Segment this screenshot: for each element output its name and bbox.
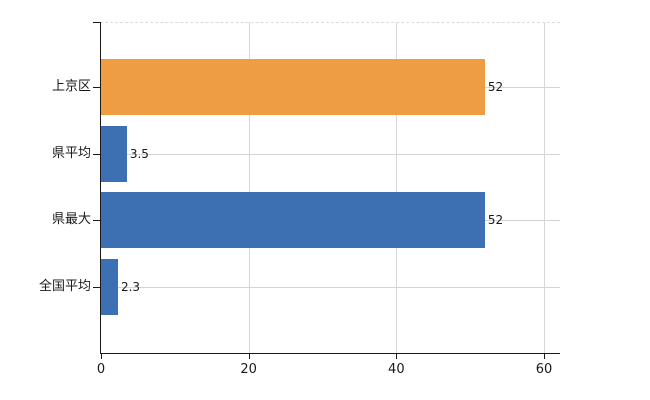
bar-3: [101, 258, 118, 315]
y-axis-line: [100, 22, 101, 354]
x-tick-label: 40: [388, 362, 405, 377]
category-label: 上京区: [51, 79, 91, 94]
bar-1: [101, 125, 127, 182]
x-axis-tick: [543, 354, 545, 359]
x-tick-label: 0: [96, 362, 106, 377]
gridline-vertical: [248, 22, 250, 353]
category-tick: [93, 286, 100, 288]
x-axis-tick: [248, 354, 250, 359]
y-axis-top-tick: [93, 22, 100, 23]
bar-0: [101, 59, 485, 115]
bar-value-label: 3.5: [129, 146, 149, 161]
x-axis-line: [100, 353, 560, 354]
gridline-vertical: [396, 22, 398, 353]
x-axis-tick: [101, 354, 102, 359]
bar-2: [101, 192, 485, 248]
x-tick-label: 20: [240, 362, 257, 377]
category-label: 県最大: [51, 212, 91, 227]
x-tick-label: 60: [535, 362, 553, 377]
bar-value-label: 52: [487, 80, 504, 94]
bar-value-label: 2.3: [120, 279, 141, 294]
category-tick: [93, 153, 100, 155]
gridline-horizontal: [101, 153, 560, 155]
category-label: 県平均: [51, 145, 91, 161]
x-axis-tick: [396, 354, 398, 359]
gridline-vertical: [543, 22, 545, 353]
category-tick: [93, 87, 100, 88]
plot-area-top-border: [100, 22, 560, 23]
category-label: 全国平均: [38, 278, 91, 294]
bar-value-label: 52: [487, 213, 504, 227]
category-tick: [93, 220, 100, 221]
gridline-horizontal: [101, 286, 560, 288]
